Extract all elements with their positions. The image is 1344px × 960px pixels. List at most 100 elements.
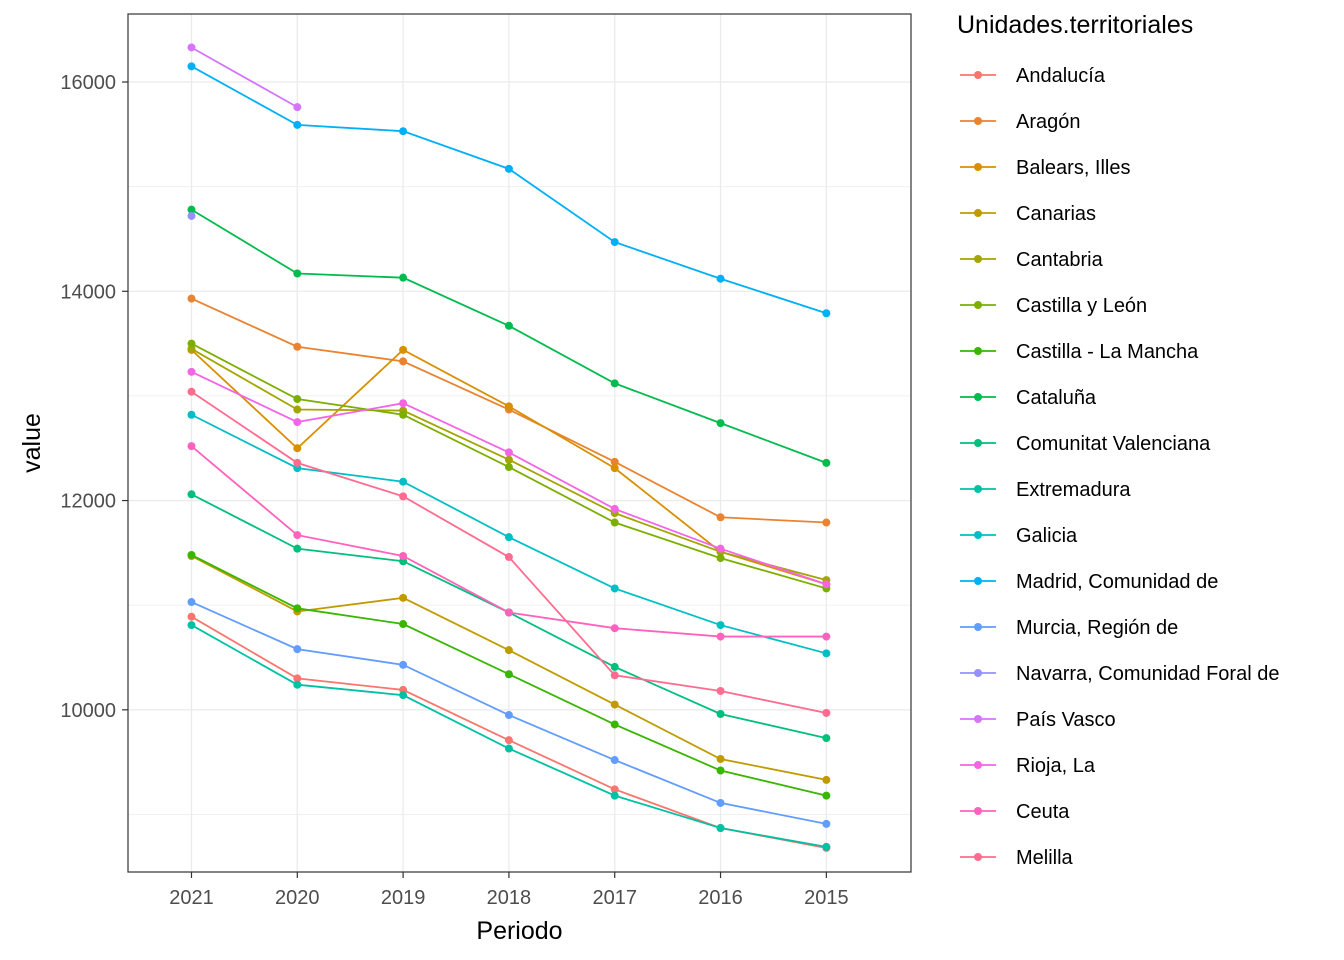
x-axis-title: Periodo (476, 917, 562, 945)
legend-key-point (974, 71, 982, 79)
data-point (187, 490, 196, 499)
x-tick-label: 2021 (169, 887, 214, 909)
data-point (293, 680, 302, 689)
legend-item: Andalucía (960, 65, 1106, 87)
data-point (293, 544, 302, 553)
data-point (399, 492, 408, 501)
data-point (293, 674, 302, 683)
data-point (822, 775, 831, 784)
data-point (504, 463, 513, 472)
data-point (610, 464, 619, 473)
legend-item: Cataluña (960, 387, 1097, 409)
legend-label: Cataluña (1016, 387, 1097, 409)
data-point (187, 211, 196, 220)
data-point (610, 238, 619, 247)
legend: Unidades.territoriales Andalucía Aragón Ba… (957, 11, 1279, 869)
y-tick-label: 16000 (60, 72, 116, 94)
data-point (610, 791, 619, 800)
data-point (293, 395, 302, 404)
legend-item: Navarra, Comunidad Foral de (960, 663, 1279, 685)
data-point (822, 708, 831, 717)
data-point (610, 756, 619, 765)
data-point (504, 736, 513, 745)
legend-label: Rioja, La (1016, 755, 1096, 777)
data-point (293, 418, 302, 427)
legend-key-point (974, 853, 982, 861)
plot-border (127, 13, 912, 873)
data-point (187, 410, 196, 419)
y-tick-label: 12000 (60, 491, 116, 513)
data-point (716, 754, 725, 763)
legend-label: Comunitat Valenciana (1016, 433, 1211, 455)
series-País Vasco (187, 43, 302, 112)
legend-item: País Vasco (960, 709, 1116, 731)
legend-item: Cantabria (960, 249, 1104, 271)
data-point (610, 720, 619, 729)
data-point (293, 342, 302, 351)
data-point (504, 646, 513, 655)
data-point (399, 345, 408, 354)
data-point (293, 531, 302, 540)
legend-label: Aragón (1016, 111, 1081, 133)
data-point (504, 553, 513, 562)
legend-key-point (974, 669, 982, 677)
legend-key-point (974, 807, 982, 815)
legend-key-point (974, 347, 982, 355)
series-Cataluña (187, 205, 831, 467)
data-point (187, 367, 196, 376)
data-point (504, 744, 513, 753)
legend-key-point (974, 163, 982, 171)
legend-key-point (974, 393, 982, 401)
data-point (293, 458, 302, 467)
data-point (293, 645, 302, 654)
data-point (822, 791, 831, 800)
data-point (399, 399, 408, 408)
legend-item: Canarias (960, 203, 1096, 225)
data-point (293, 103, 302, 112)
legend-label: Balears, Illes (1016, 157, 1131, 179)
data-point (610, 662, 619, 671)
data-point (610, 457, 619, 466)
data-point (716, 798, 725, 807)
data-point (504, 533, 513, 542)
data-point (293, 269, 302, 278)
legend-item: Melilla (960, 847, 1074, 869)
data-point (187, 43, 196, 52)
legend-key-point (974, 117, 982, 125)
data-point (822, 632, 831, 641)
data-point (822, 309, 831, 318)
series-Navarra, Comunidad Foral de (187, 211, 196, 220)
data-point (187, 387, 196, 396)
data-point (504, 448, 513, 457)
legend-label: Cantabria (1016, 249, 1104, 271)
legend-key-point (974, 577, 982, 585)
y-tick-label: 14000 (60, 281, 116, 303)
legend-item: Balears, Illes (960, 157, 1131, 179)
data-point (716, 766, 725, 775)
data-point (716, 686, 725, 695)
data-point (504, 402, 513, 411)
legend-item: Murcia, Región de (960, 617, 1178, 639)
legend-item: Ceuta (960, 801, 1070, 823)
data-point (399, 357, 408, 366)
data-point (504, 608, 513, 617)
legend-item: Castilla - La Mancha (960, 341, 1199, 363)
x-tick-label: 2019 (381, 887, 426, 909)
data-point (716, 710, 725, 719)
data-point (504, 670, 513, 679)
data-point (610, 518, 619, 527)
data-point (504, 455, 513, 464)
legend-key-point (974, 255, 982, 263)
data-point (399, 620, 408, 629)
data-point (399, 552, 408, 561)
data-point (187, 550, 196, 559)
legend-key-point (974, 531, 982, 539)
data-point (716, 544, 725, 553)
data-point (293, 604, 302, 613)
legend-item: Galicia (960, 525, 1078, 547)
data-point (716, 554, 725, 563)
data-point (399, 410, 408, 419)
data-point (610, 671, 619, 680)
data-point (822, 518, 831, 527)
